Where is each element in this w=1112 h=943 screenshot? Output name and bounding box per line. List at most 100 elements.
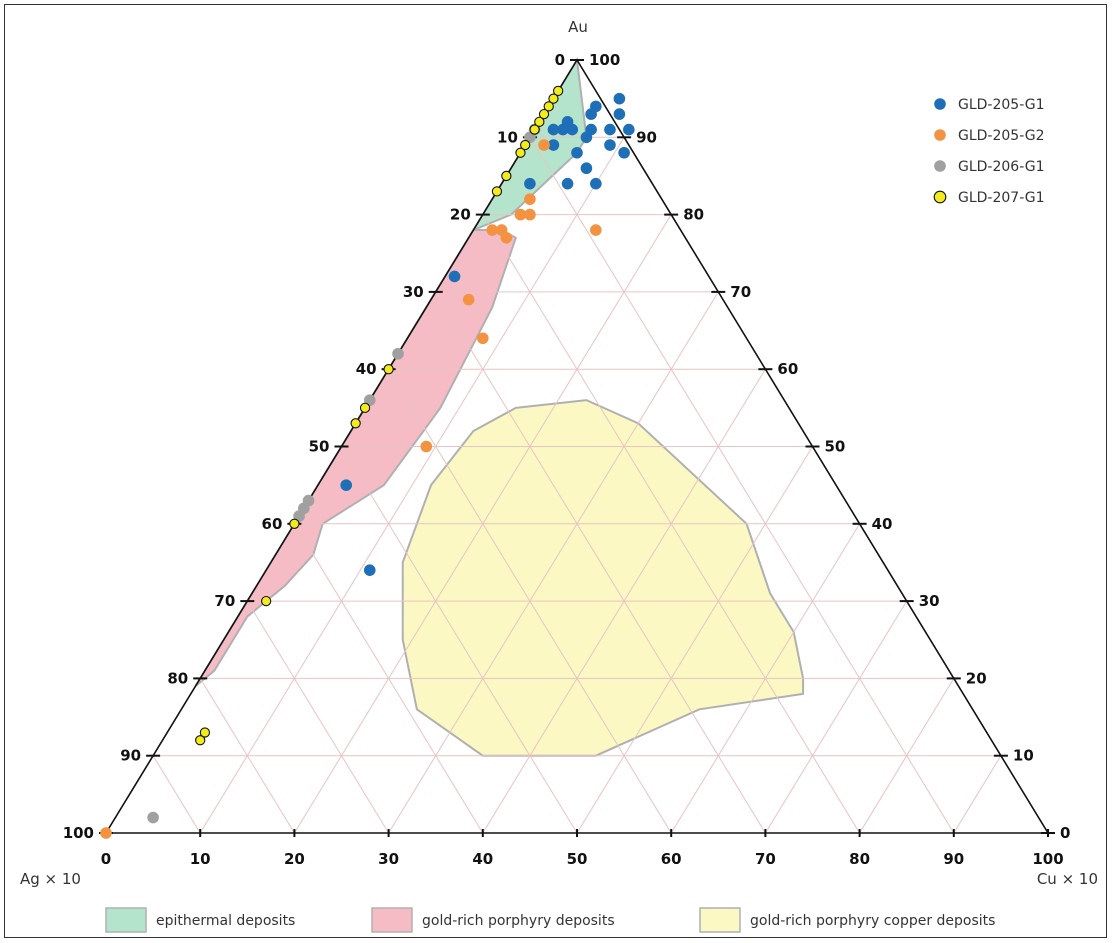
point-1-6 xyxy=(604,123,616,136)
point-1-17 xyxy=(580,162,593,175)
point-2-12 xyxy=(100,827,112,839)
point-4-3 xyxy=(543,101,554,112)
point-3-8 xyxy=(147,811,159,824)
legend-marker-2 xyxy=(934,129,946,141)
legend-label-1: GLD-205-G1 xyxy=(958,97,1045,113)
tick-label-left-10: 90 xyxy=(120,747,141,765)
tick-label-right-0: 0 xyxy=(1060,824,1070,842)
region-legend-label-3: gold-rich porphyry copper deposits xyxy=(750,913,995,929)
region-3 xyxy=(401,399,805,757)
tick-label-right-10: 10 xyxy=(1013,747,1034,765)
legend-label-4: GLD-207-G1 xyxy=(958,190,1045,206)
tick-label-bottom-40: 40 xyxy=(472,850,493,868)
tick-label-bottom-20: 20 xyxy=(284,850,305,868)
point-4-10 xyxy=(491,186,503,197)
point-1-14 xyxy=(547,139,560,151)
point-1-16 xyxy=(618,146,630,159)
grid-cu-60 xyxy=(670,523,861,834)
grid-ag-60 xyxy=(293,523,484,834)
region-legend-swatch-2 xyxy=(371,907,413,933)
grid-cu-90 xyxy=(953,755,1002,834)
point-4-15 xyxy=(260,595,272,607)
point-4-14 xyxy=(289,518,300,529)
tick-label-right-70: 70 xyxy=(730,283,751,301)
region-legend-label-2: gold-rich porphyry deposits xyxy=(422,913,615,929)
grid-cu-10 xyxy=(199,137,625,834)
grid-ag-90 xyxy=(152,755,201,834)
point-2-7 xyxy=(500,231,513,244)
tick-label-bottom-80: 80 xyxy=(849,850,870,868)
tick-label-left-0: 100 xyxy=(63,824,94,842)
tick-label-right-100: 100 xyxy=(589,51,620,69)
tick-label-bottom-0: 0 xyxy=(101,850,111,868)
tick-label-bottom-60: 60 xyxy=(661,850,682,868)
point-4-5 xyxy=(534,116,545,127)
tick-label-right-90: 90 xyxy=(636,128,657,146)
point-1-9 xyxy=(571,146,583,159)
point-2-2 xyxy=(524,193,536,205)
point-1-5 xyxy=(585,123,597,136)
point-4-4 xyxy=(538,108,550,120)
grid-ag-80 xyxy=(199,678,295,834)
tick-label-left-90: 10 xyxy=(497,128,518,146)
point-2-4 xyxy=(524,208,536,221)
grid-cu-80 xyxy=(859,678,955,834)
point-3-3 xyxy=(392,347,404,360)
tick-label-bottom-30: 30 xyxy=(378,850,399,868)
point-1-19 xyxy=(561,177,574,190)
point-2-8 xyxy=(590,224,602,236)
tick-label-right-60: 60 xyxy=(777,360,798,378)
tick-label-left-70: 30 xyxy=(403,283,424,301)
region-legend: epithermal deposits gold-rich porphyry de… xyxy=(105,907,995,933)
tick-label-left-80: 20 xyxy=(450,206,471,224)
legend-label-3: GLD-206-G1 xyxy=(958,159,1045,175)
legend-marker-4 xyxy=(933,190,947,204)
region-legend-swatch-3 xyxy=(699,907,741,933)
point-2-9 xyxy=(462,293,475,306)
grid-ag-50 xyxy=(341,446,578,834)
tick-label-bottom-90: 90 xyxy=(943,850,964,868)
point-4-17 xyxy=(195,735,206,746)
point-4-9 xyxy=(501,170,512,182)
tick-label-left-40: 60 xyxy=(262,515,283,533)
tick-label-bottom-100: 100 xyxy=(1032,850,1063,868)
tick-label-bottom-50: 50 xyxy=(567,850,588,868)
legend-marker-3 xyxy=(934,160,946,172)
tick-label-right-40: 40 xyxy=(872,515,893,533)
tick-label-left-50: 50 xyxy=(309,438,330,456)
deposit-regions xyxy=(194,57,805,757)
point-1-21 xyxy=(448,270,461,283)
tick-label-left-20: 80 xyxy=(167,669,188,687)
point-1-7 xyxy=(613,108,626,120)
legend-label-2: GLD-205-G2 xyxy=(958,128,1045,144)
point-1-18 xyxy=(524,177,536,190)
point-4-13 xyxy=(350,418,361,429)
region-legend-label-1: epithermal deposits xyxy=(156,913,295,929)
point-1-15 xyxy=(604,139,616,151)
point-1-1 xyxy=(613,92,626,105)
left-axis-label: Ag × 10 xyxy=(20,870,81,888)
series-legend: GLD-205-G1 GLD-205-G2 GLD-206-G1 GLD-207-G1 xyxy=(933,97,1045,206)
point-2-11 xyxy=(420,440,433,453)
tick-label-right-30: 30 xyxy=(919,592,940,610)
point-2-1 xyxy=(538,139,550,151)
point-1-20 xyxy=(590,177,602,190)
ternary-grid xyxy=(152,136,1002,834)
point-3-7 xyxy=(293,510,305,522)
tick-label-bottom-10: 10 xyxy=(190,850,211,868)
grid-cu-50 xyxy=(576,446,813,834)
grid-ag-70 xyxy=(246,600,390,834)
point-1-23 xyxy=(363,564,376,576)
right-axis-label: Cu × 10 xyxy=(1037,870,1098,888)
point-2-10 xyxy=(477,332,489,345)
region-legend-swatch-1 xyxy=(105,907,147,933)
point-3-4 xyxy=(363,394,376,406)
point-1-8 xyxy=(623,123,635,136)
point-1-3 xyxy=(585,108,597,120)
grid-ag-30 xyxy=(435,291,766,834)
tick-label-right-80: 80 xyxy=(683,206,704,224)
tick-label-left-100: 0 xyxy=(555,51,565,69)
grid-ag-10 xyxy=(529,137,955,834)
